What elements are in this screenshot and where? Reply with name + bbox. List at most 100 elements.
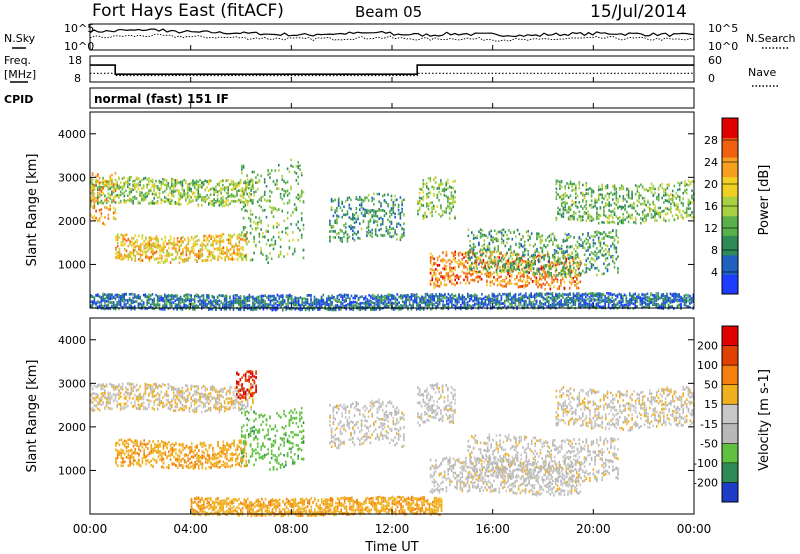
heatmap-cell <box>336 214 338 217</box>
heatmap-cell <box>355 220 358 224</box>
heatmap-cell <box>312 301 314 305</box>
heatmap-cell <box>330 225 333 228</box>
heatmap-cell <box>128 183 131 186</box>
heatmap-cell <box>280 294 282 297</box>
noise-ytick-right-bottom: 10^0 <box>708 40 738 53</box>
heatmap-cell <box>427 207 430 211</box>
heatmap-cell <box>562 238 565 242</box>
heatmap-cell <box>262 195 264 198</box>
heatmap-cell <box>440 281 442 284</box>
heatmap-cell <box>380 209 382 212</box>
heatmap-cell <box>263 235 266 239</box>
heatmap-cell <box>643 220 646 224</box>
heatmap-cell <box>671 189 674 193</box>
heatmap-cell <box>452 180 454 183</box>
heatmap-cell <box>178 297 180 301</box>
heatmap-cell <box>265 229 268 233</box>
heatmap-cell <box>381 222 384 226</box>
heatmap-cell <box>329 238 331 241</box>
heatmap-cell <box>222 179 224 182</box>
heatmap-cell <box>486 273 488 276</box>
heatmap-cell <box>536 250 538 253</box>
heatmap-cell <box>100 296 103 299</box>
heatmap-cell <box>293 203 296 206</box>
heatmap-cell <box>176 252 179 256</box>
heatmap-cell <box>258 216 261 220</box>
heatmap-cell <box>620 184 623 187</box>
heatmap-cell <box>162 199 164 202</box>
heatmap-cell <box>256 173 259 177</box>
heatmap-cell <box>176 250 179 254</box>
heatmap-cell <box>216 183 219 186</box>
heatmap-cell <box>119 300 122 304</box>
heatmap-cell <box>486 236 489 239</box>
heatmap-cell <box>470 278 472 282</box>
heatmap-cell <box>454 190 456 194</box>
heatmap-cell <box>606 244 609 248</box>
heatmap-cell <box>255 298 258 302</box>
heatmap-cell <box>173 258 175 261</box>
heatmap-cell <box>185 192 187 196</box>
heatmap-cell <box>353 217 356 220</box>
heatmap-cell <box>596 246 598 250</box>
heatmap-cell <box>627 193 630 196</box>
heatmap-cell <box>664 219 667 223</box>
heatmap-cell <box>597 256 600 259</box>
heatmap-cell <box>292 211 294 214</box>
heatmap-cell <box>587 215 589 218</box>
heatmap-cell <box>359 197 361 201</box>
heatmap-cell <box>477 258 479 261</box>
heatmap-cell <box>139 201 141 205</box>
heatmap-cell <box>167 193 170 197</box>
heatmap-cell <box>208 296 210 300</box>
heatmap-cell <box>459 275 462 278</box>
heatmap-cell <box>523 266 526 270</box>
heatmap-cell <box>300 194 303 198</box>
heatmap-cell <box>105 294 108 297</box>
heatmap-cell <box>567 253 570 257</box>
heatmap-cell <box>469 244 471 248</box>
heatmap-cell <box>535 283 538 286</box>
heatmap-cell <box>549 284 552 288</box>
heatmap-cell <box>545 239 547 242</box>
heatmap-cell <box>481 244 484 248</box>
heatmap-cell <box>239 181 242 184</box>
heatmap-cell <box>132 300 134 304</box>
heatmap-cell <box>290 222 292 226</box>
heatmap-cell <box>476 234 478 238</box>
heatmap-cell <box>364 214 366 218</box>
heatmap-cell <box>622 219 625 222</box>
heatmap-cell <box>610 210 612 214</box>
heatmap-cell <box>134 248 137 252</box>
heatmap-cell <box>438 278 441 281</box>
heatmap-cell <box>654 191 656 195</box>
heatmap-cell <box>102 295 104 299</box>
heatmap-cell <box>242 205 245 209</box>
heatmap-cell <box>371 209 373 212</box>
heatmap-cell <box>555 273 558 277</box>
heatmap-cell <box>573 261 575 264</box>
heatmap-cell <box>334 229 336 233</box>
heatmap-cell <box>109 179 111 183</box>
heatmap-cell <box>144 198 147 201</box>
heatmap-cell <box>206 194 208 197</box>
heatmap-cell <box>559 257 561 260</box>
heatmap-cell <box>553 274 555 277</box>
heatmap-cell <box>461 258 464 261</box>
heatmap-cell <box>121 185 124 189</box>
heatmap-cell <box>493 261 496 265</box>
heatmap-cell <box>459 260 462 264</box>
heatmap-cell <box>178 261 181 265</box>
heatmap-cell <box>502 279 504 283</box>
heatmap-cell <box>566 209 568 212</box>
heatmap-cell <box>429 177 432 180</box>
heatmap-cell <box>139 249 142 252</box>
heatmap-cell <box>267 239 269 242</box>
heatmap-cell <box>452 202 454 205</box>
heatmap-cell <box>155 179 157 183</box>
heatmap-cell <box>160 198 163 201</box>
heatmap-cell <box>134 184 136 187</box>
heatmap-cell <box>493 259 495 263</box>
heatmap-cell <box>429 267 432 271</box>
heatmap-cell <box>255 222 257 226</box>
